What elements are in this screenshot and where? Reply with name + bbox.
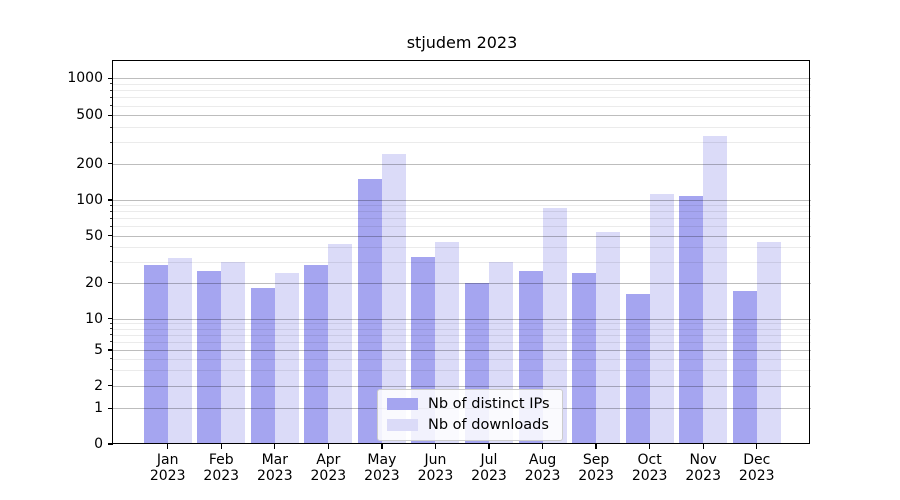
bar-apr-downloads [328,244,353,444]
y-minor-tick-30 [110,261,113,263]
y-tick-label-1: 1 [94,400,103,417]
gridline-major-1000 [113,78,811,80]
y-minor-tick-9 [110,322,113,324]
bar-oct-downloads [649,193,674,444]
chart-title: stjudem 2023 [406,33,518,52]
bar-sep-ips [572,273,597,444]
y-minor-tick-3 [110,369,113,371]
x-tick-label-sep: Sep 2023 [578,452,614,484]
bar-mar-ips [250,287,275,444]
y-tick-label-100: 100 [76,192,103,208]
y-tick-0 [108,443,113,445]
x-tick-sep [595,444,597,449]
bar-dec-ips [732,290,757,444]
y-tick-200 [108,162,113,165]
gridline-minor-700 [113,97,811,99]
bar-sep-downloads [596,231,621,444]
bar-dec-downloads [756,242,781,444]
x-tick-jul [488,444,490,449]
y-minor-tick-600 [110,105,113,107]
bar-jan-downloads [167,258,192,444]
bar-mar-downloads [274,273,299,444]
y-minor-tick-6 [110,341,113,343]
y-tick-label-200: 200 [76,155,103,172]
x-tick-label-mar: Mar 2023 [256,452,293,484]
x-tick-oct [649,444,651,449]
y-tick-label-1000: 1000 [67,70,103,87]
y-tick-100 [108,199,113,201]
x-tick-label-dec: Dec 2023 [738,452,775,484]
y-tick-label-50: 50 [85,227,103,244]
y-tick-1 [108,407,113,409]
y-minor-tick-900 [110,83,113,85]
y-minor-tick-8 [110,328,113,330]
y-minor-tick-60 [110,225,113,227]
y-tick-50 [108,234,113,237]
bar-feb-ips [197,271,222,444]
x-tick-may [381,444,383,449]
y-minor-tick-70 [110,217,113,219]
x-tick-label-jul: Jul 2023 [471,452,507,484]
y-tick-500 [108,114,113,116]
y-tick-2 [108,385,113,387]
y-tick-label-10: 10 [85,310,103,327]
x-tick-mar [274,444,276,449]
x-tick-feb [220,444,222,449]
y-minor-tick-300 [110,141,113,143]
y-tick-20 [108,281,113,284]
y-minor-tick-4 [110,358,113,360]
bar-oct-ips [625,294,650,444]
x-tick-aug [541,444,544,449]
x-tick-jun [434,444,437,449]
y-minor-tick-7 [110,334,113,336]
x-tick-label-jun: Jun 2023 [417,452,454,484]
x-tick-jan [167,444,169,449]
y-tick-label-2: 2 [94,377,103,394]
y-minor-tick-90 [110,204,113,206]
x-tick-label-oct: Oct 2023 [631,452,668,484]
x-tick-nov [702,444,704,449]
y-tick-label-500: 500 [76,107,103,124]
gridline-minor-600 [113,105,811,107]
bar-apr-ips [304,265,329,444]
x-tick-apr [327,444,329,449]
y-minor-tick-800 [110,89,113,91]
x-tick-label-feb: Feb 2023 [203,452,240,484]
legend-entry-downloads: Nb of downloads [387,417,550,433]
gridline-major-500 [113,115,811,117]
y-tick-5 [108,349,113,351]
x-tick-dec [756,444,758,449]
bar-feb-downloads [221,261,246,444]
y-minor-tick-700 [110,96,113,98]
legend-swatch-ips [387,398,418,410]
y-minor-tick-40 [110,246,113,248]
gridline-minor-400 [113,127,811,129]
legend-label-downloads: Nb of downloads [428,417,549,433]
x-tick-label-aug: Aug 2023 [524,452,561,484]
gridline-minor-900 [113,83,811,85]
x-tick-label-may: May 2023 [364,452,400,484]
x-tick-label-apr: Apr 2023 [310,452,347,484]
y-minor-tick-80 [110,210,113,212]
bar-jan-ips [143,265,168,444]
legend: Nb of distinct IPs Nb of downloads [377,389,563,441]
y-tick-1000 [108,77,113,79]
y-tick-label-0: 0 [94,436,103,452]
gridline-minor-800 [113,90,811,92]
y-tick-label-20: 20 [85,274,103,291]
y-tick-10 [108,317,113,320]
x-tick-label-jan: Jan 2023 [149,452,186,484]
legend-swatch-downloads [387,419,418,431]
y-minor-tick-400 [110,126,113,128]
x-tick-label-nov: Nov 2023 [685,452,721,484]
legend-label-ips: Nb of distinct IPs [428,396,550,412]
bar-nov-downloads [703,135,728,444]
legend-entry-ips: Nb of distinct IPs [387,396,550,412]
bar-nov-ips [679,196,704,444]
y-tick-label-5: 5 [94,342,103,358]
